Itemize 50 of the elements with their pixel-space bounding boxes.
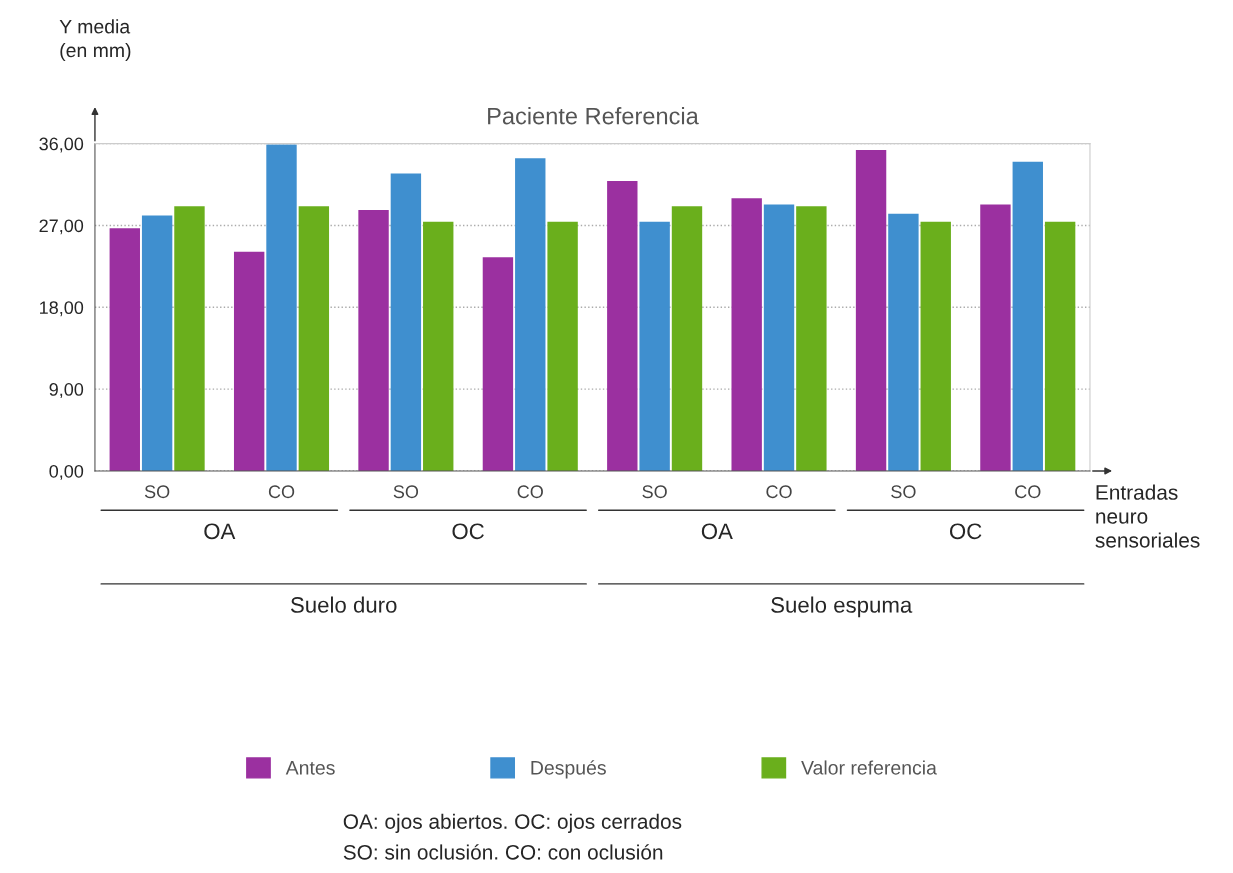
bar [515, 158, 546, 471]
x-tick-label: CO [517, 485, 543, 499]
x-tick-label: CO [766, 485, 792, 499]
bar [109, 228, 140, 471]
bar [763, 204, 795, 471]
text: Suelo duro [290, 596, 397, 613]
text: Suelo espuma [771, 596, 913, 618]
bar [547, 221, 578, 471]
legend-label: Valor referencia [801, 760, 937, 775]
y-axis-title: Y media (en mm) [59, 19, 131, 62]
y-tick-label: 0,00 [49, 464, 84, 480]
x-tick-label: SO [891, 485, 916, 499]
x-axis-title: Entradas neuro sensoriales [1095, 484, 1200, 548]
x-tick-label: SO [144, 485, 170, 499]
text: OA [701, 523, 733, 540]
y-tick-label: 36,00 [39, 137, 84, 153]
legend-label: Después [531, 760, 606, 779]
bar [980, 204, 1011, 471]
bar [141, 215, 173, 471]
bar [174, 206, 205, 471]
x-tick-label: SO [642, 485, 667, 499]
y-tick-label: 9,00 [49, 383, 84, 398]
x-tick-label: CO [268, 485, 295, 499]
bar [731, 198, 762, 471]
x-tick-label: CO [1015, 485, 1041, 499]
legend-label: Antes [285, 761, 335, 775]
bar [671, 206, 703, 471]
bar [888, 213, 919, 471]
bar [1012, 161, 1043, 471]
bar [298, 206, 330, 471]
bar [233, 251, 265, 471]
bar [358, 209, 389, 471]
text: OC [949, 523, 982, 540]
text: OC [452, 523, 484, 540]
chart-title: Paciente Referencia [488, 107, 699, 125]
bar [920, 221, 951, 471]
bar [607, 180, 638, 471]
bar [482, 257, 514, 471]
x-tick-label: SO [393, 485, 419, 499]
bar [639, 221, 670, 471]
text: OA: ojos abiertos. OC: ojos cerrados SO: sin oclusión. CO: con oclusión [343, 813, 682, 860]
bar [796, 206, 827, 471]
y-tick-label: 27,00 [39, 219, 84, 235]
bar [423, 221, 454, 471]
bar [390, 173, 422, 471]
bar [855, 149, 887, 471]
text: OA [204, 523, 236, 540]
bar [1044, 221, 1076, 471]
y-tick-label: 18,00 [40, 301, 84, 317]
bar [266, 144, 297, 471]
